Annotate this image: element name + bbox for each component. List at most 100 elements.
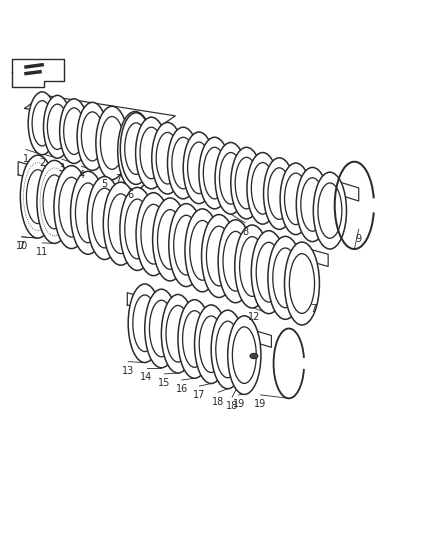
Ellipse shape: [26, 169, 49, 224]
Ellipse shape: [280, 163, 311, 235]
Ellipse shape: [152, 123, 183, 194]
Polygon shape: [215, 223, 328, 266]
Ellipse shape: [77, 102, 108, 171]
Ellipse shape: [313, 172, 346, 249]
Ellipse shape: [201, 215, 237, 297]
Text: 13: 13: [122, 366, 134, 376]
Ellipse shape: [32, 101, 52, 146]
Ellipse shape: [81, 112, 103, 161]
Text: 7: 7: [116, 174, 122, 184]
Ellipse shape: [264, 158, 295, 229]
Ellipse shape: [133, 295, 157, 352]
Ellipse shape: [71, 171, 106, 254]
Ellipse shape: [203, 147, 226, 199]
Text: 19: 19: [233, 399, 245, 409]
Ellipse shape: [285, 242, 319, 325]
Ellipse shape: [273, 248, 298, 308]
Ellipse shape: [152, 198, 187, 281]
Ellipse shape: [96, 106, 128, 180]
Ellipse shape: [87, 176, 122, 260]
Polygon shape: [127, 293, 272, 348]
Ellipse shape: [158, 209, 183, 269]
Text: 16: 16: [176, 384, 188, 394]
Text: 15: 15: [158, 378, 171, 388]
Polygon shape: [25, 95, 175, 128]
Ellipse shape: [183, 311, 206, 367]
Ellipse shape: [167, 127, 199, 199]
Ellipse shape: [120, 113, 152, 184]
Ellipse shape: [194, 305, 228, 384]
Text: 4: 4: [78, 171, 85, 181]
Ellipse shape: [235, 225, 270, 308]
Ellipse shape: [240, 237, 265, 296]
Ellipse shape: [43, 175, 66, 229]
Ellipse shape: [59, 177, 84, 237]
Ellipse shape: [172, 137, 194, 189]
Ellipse shape: [123, 123, 148, 179]
Polygon shape: [132, 118, 359, 201]
Ellipse shape: [136, 193, 171, 276]
Ellipse shape: [156, 132, 179, 184]
Ellipse shape: [169, 204, 204, 287]
Text: 5: 5: [102, 179, 108, 189]
Ellipse shape: [118, 111, 152, 190]
Text: 10: 10: [15, 241, 28, 251]
Text: 19: 19: [254, 399, 267, 409]
Text: 8: 8: [242, 227, 248, 237]
Ellipse shape: [92, 188, 117, 248]
Ellipse shape: [215, 142, 247, 214]
Ellipse shape: [136, 117, 167, 189]
Text: 18: 18: [212, 397, 224, 407]
Text: 9: 9: [356, 234, 362, 244]
Ellipse shape: [125, 123, 147, 174]
Ellipse shape: [251, 231, 286, 313]
Text: 18: 18: [226, 401, 238, 411]
Ellipse shape: [231, 147, 262, 219]
Ellipse shape: [218, 220, 253, 303]
Ellipse shape: [128, 284, 161, 362]
Ellipse shape: [54, 166, 89, 248]
Ellipse shape: [103, 182, 138, 265]
Ellipse shape: [187, 142, 210, 193]
Ellipse shape: [140, 127, 162, 179]
Text: 2: 2: [39, 158, 45, 168]
Ellipse shape: [228, 316, 261, 394]
Ellipse shape: [60, 99, 88, 164]
Ellipse shape: [161, 294, 194, 373]
Text: 7: 7: [310, 304, 316, 313]
Polygon shape: [18, 161, 101, 197]
Polygon shape: [12, 59, 64, 87]
Ellipse shape: [64, 108, 85, 155]
Ellipse shape: [183, 132, 215, 204]
Ellipse shape: [149, 300, 173, 357]
Ellipse shape: [211, 310, 244, 389]
Ellipse shape: [199, 138, 230, 209]
Ellipse shape: [190, 221, 215, 280]
Text: 14: 14: [141, 372, 153, 382]
Ellipse shape: [235, 157, 258, 209]
Ellipse shape: [75, 183, 101, 243]
Text: 17: 17: [193, 391, 205, 400]
Ellipse shape: [219, 152, 242, 204]
Ellipse shape: [37, 160, 72, 244]
Text: 1: 1: [23, 154, 29, 164]
Ellipse shape: [247, 152, 279, 224]
Ellipse shape: [268, 168, 290, 220]
Ellipse shape: [120, 188, 155, 270]
Text: 12: 12: [248, 312, 260, 322]
Ellipse shape: [100, 117, 124, 169]
Ellipse shape: [174, 215, 199, 275]
Ellipse shape: [28, 92, 56, 155]
Ellipse shape: [251, 163, 274, 214]
Ellipse shape: [285, 173, 307, 224]
Ellipse shape: [20, 155, 55, 238]
Ellipse shape: [216, 321, 240, 378]
Ellipse shape: [43, 95, 71, 158]
Text: 3: 3: [59, 164, 65, 173]
Ellipse shape: [233, 327, 256, 383]
Ellipse shape: [166, 305, 190, 362]
Ellipse shape: [206, 226, 232, 286]
Ellipse shape: [223, 231, 248, 291]
Ellipse shape: [256, 243, 281, 302]
Text: 11: 11: [36, 247, 48, 257]
